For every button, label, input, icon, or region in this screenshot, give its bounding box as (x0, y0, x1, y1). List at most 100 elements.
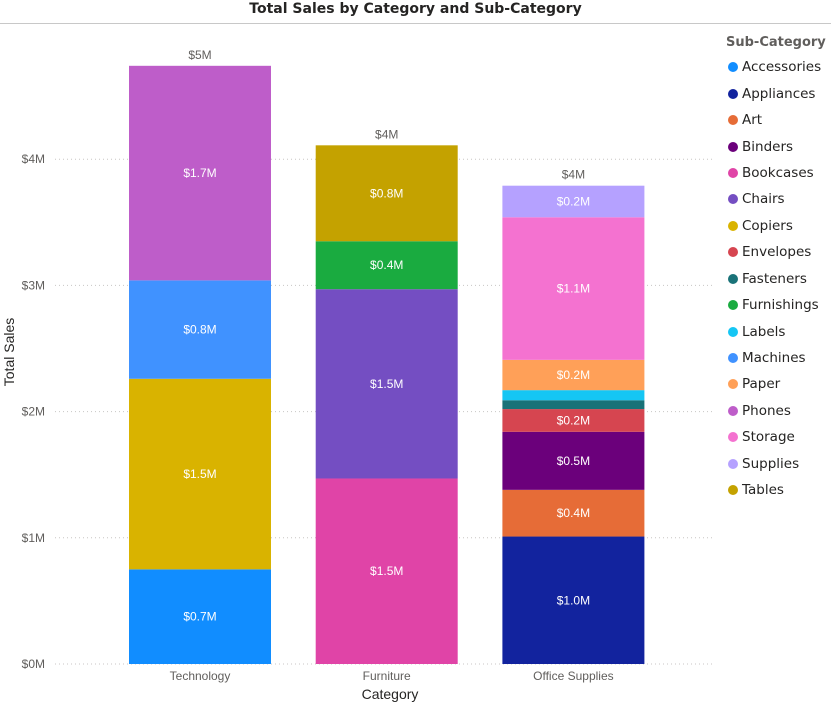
bar-segment-office-supplies-supplies (502, 185, 645, 218)
legend-item[interactable]: Tables (726, 477, 831, 503)
bar-segment-office-supplies-art (502, 489, 645, 537)
legend-item-label: Labels (742, 323, 786, 340)
legend-marker-icon (728, 326, 738, 337)
legend-item[interactable]: Paper (726, 371, 831, 397)
bar-segment-office-supplies-storage (502, 217, 645, 360)
legend-item-label: Appliances (742, 85, 816, 102)
legend-marker-icon (728, 220, 738, 231)
legend-marker-icon (728, 485, 738, 496)
legend-marker-icon (728, 405, 738, 416)
legend-item-label: Bookcases (742, 164, 814, 181)
segment-data-label: $1.5M (370, 377, 403, 391)
segment-data-label: $1.5M (183, 467, 216, 481)
legend-item[interactable]: Chairs (726, 186, 831, 212)
legend-item-label: Paper (742, 376, 781, 393)
legend-item[interactable]: Accessories (726, 54, 831, 80)
bar-segment-office-supplies-fasteners (502, 400, 645, 410)
y-tick-label: $3M (22, 278, 45, 292)
bar-segment-technology-phones (129, 65, 271, 281)
legend-title: Sub-Category (726, 35, 826, 50)
legend-item-label: Furnishings (742, 297, 819, 314)
x-tick-label: Furniture (363, 669, 411, 683)
legend-marker-icon (728, 141, 738, 152)
segment-data-label: $0.2M (557, 368, 590, 382)
legend-item-label: Chairs (742, 191, 785, 208)
legend-item[interactable]: Art (726, 107, 831, 133)
bar-segment-furniture-chairs (315, 289, 458, 479)
legend-marker-icon (728, 458, 738, 469)
y-axis-ticks: $0M $1M $2M $3M $4M (22, 152, 45, 671)
y-tick-label: $0M (22, 657, 45, 671)
segment-data-label: $1.7M (183, 166, 216, 180)
legend-marker-icon (728, 300, 738, 311)
legend-item[interactable]: Copiers (726, 213, 831, 239)
legend-marker-icon (728, 115, 738, 126)
legend-marker-icon (728, 88, 738, 99)
legend-marker-icon (728, 247, 738, 258)
segment-data-label: $1.0M (557, 593, 590, 607)
legend-item[interactable]: Binders (726, 133, 831, 159)
legend-item-label: Envelopes (742, 244, 812, 261)
legend-item-label: Phones (742, 402, 791, 419)
segment-data-label: $0.4M (557, 506, 590, 520)
segment-data-label: $1.1M (557, 282, 590, 296)
bar-segment-furniture-bookcases (315, 478, 458, 664)
x-tick-label: Technology (170, 669, 231, 683)
segment-data-label: $1.5M (370, 564, 403, 578)
legend-item-label: Copiers (742, 217, 793, 234)
legend-item[interactable]: Fasteners (726, 266, 831, 292)
segment-data-label: $0.7M (183, 610, 216, 624)
bar-segment-office-supplies-labels (502, 390, 645, 401)
legend-marker-icon (728, 353, 738, 364)
y-tick-label: $2M (22, 405, 45, 419)
segment-data-label: $0.2M (557, 194, 590, 208)
x-axis-title: Category (362, 686, 419, 702)
bar-segment-technology-machines (129, 280, 271, 379)
legend-item[interactable]: Phones (726, 398, 831, 424)
legend-item-label: Fasteners (742, 270, 807, 287)
legend-marker-icon (728, 432, 738, 443)
total-data-label: $4M (375, 127, 398, 141)
total-data-label: $4M (562, 168, 585, 182)
legend-item[interactable]: Supplies (726, 451, 831, 477)
legend-marker-icon (728, 273, 738, 284)
bar-segment-office-supplies-binders (502, 431, 645, 490)
legend-item[interactable]: Storage (726, 424, 831, 450)
legend-item[interactable]: Labels (726, 318, 831, 344)
y-tick-label: $1M (22, 531, 45, 545)
legend-item[interactable]: Furnishings (726, 292, 831, 318)
bar-segment-office-supplies-envelopes (502, 409, 645, 432)
legend-marker-icon (728, 379, 738, 390)
legend-item-label: Binders (742, 138, 794, 155)
chart-title: Total Sales by Category and Sub-Category (249, 1, 582, 17)
x-axis-ticks: Technology Furniture Office Supplies (170, 669, 614, 683)
legend-item-label: Accessories (742, 59, 822, 76)
legend-item[interactable]: Bookcases (726, 160, 831, 186)
segment-data-label: $0.8M (183, 323, 216, 337)
legend-item[interactable]: Machines (726, 345, 831, 371)
bar-segment-furniture-furnishings (315, 241, 458, 290)
stacked-bar-chart: $0M$1M$2M$3M$4M $0.7M$1.5M$0.8M$1.7M$5M$… (1, 48, 715, 702)
legend: Sub-Category Accessories Appliances Art Bin… (726, 34, 831, 503)
total-data-label: $5M (188, 48, 211, 62)
legend-item-label: Tables (742, 482, 784, 499)
bar-segment-office-supplies-paper (502, 359, 645, 391)
bars (129, 65, 645, 664)
segment-data-label: $0.8M (370, 186, 403, 200)
legend-items: Accessories Appliances Art Binders Bookcases… (726, 54, 831, 503)
legend-marker-icon (728, 167, 738, 178)
bar-segment-technology-copiers (129, 378, 271, 570)
legend-item-label: Art (742, 112, 763, 129)
segment-data-label: $0.5M (557, 454, 590, 468)
segment-data-label: $0.2M (557, 413, 590, 427)
legend-item-label: Supplies (742, 455, 800, 472)
y-tick-label: $4M (22, 152, 45, 166)
data-labels: $0.7M $1.5M $0.8M $1.7M $5M $1.5M $1.5M $0.4M $0… (183, 48, 590, 624)
segment-data-label: $0.4M (370, 258, 403, 272)
x-tick-label: Office Supplies (533, 669, 614, 683)
legend-item[interactable]: Envelopes (726, 239, 831, 265)
legend-marker-icon (728, 194, 738, 205)
title-divider (0, 23, 831, 24)
bar-segment-technology-accessories (129, 569, 271, 664)
legend-item[interactable]: Appliances (726, 80, 831, 106)
